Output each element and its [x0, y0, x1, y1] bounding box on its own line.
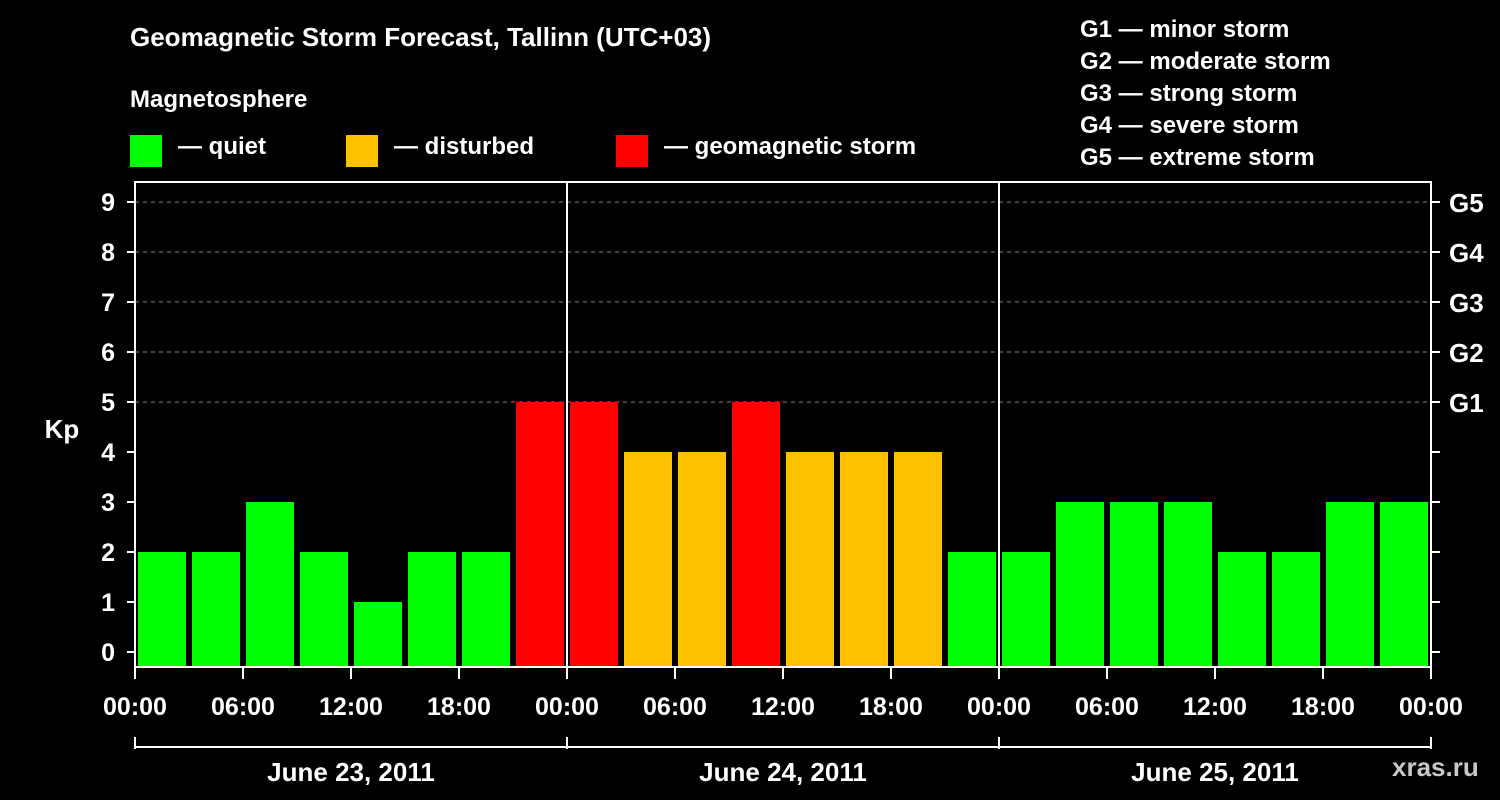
kp-bar [948, 552, 996, 667]
y-tick-label: 7 [101, 289, 115, 317]
y-tick-label: 8 [101, 239, 115, 267]
g-scale-item: G4 — severe storm [1080, 112, 1299, 139]
y-tick-label: 3 [101, 489, 115, 517]
kp-bar [1326, 502, 1374, 667]
x-tick-label: 12:00 [1183, 693, 1247, 721]
x-tick-label: 00:00 [967, 693, 1031, 721]
kp-bar [1164, 502, 1212, 667]
legend-label-disturbed: — disturbed [394, 133, 535, 160]
kp-bar [408, 552, 456, 667]
kp-bar [354, 602, 402, 667]
kp-bar [624, 452, 672, 667]
kp-bar [1380, 502, 1428, 667]
x-tick-label: 06:00 [211, 693, 275, 721]
legend-label-quiet: — quiet [178, 133, 266, 160]
kp-bar [246, 502, 294, 667]
kp-bar [1002, 552, 1050, 667]
day-label: June 25, 2011 [1131, 757, 1299, 787]
x-tick-label: 12:00 [751, 693, 815, 721]
legend-swatch-disturbed [346, 135, 378, 167]
kp-bar [1218, 552, 1266, 667]
legend-heading: Magnetosphere [130, 86, 308, 113]
kp-bar [786, 452, 834, 667]
g-scale-item: G3 — strong storm [1080, 80, 1298, 107]
x-tick-label: 00:00 [103, 693, 167, 721]
legend-swatch-quiet [130, 135, 162, 167]
g-level-label: G1 [1449, 388, 1484, 418]
x-tick-label: 18:00 [427, 693, 491, 721]
kp-bar [516, 402, 564, 667]
kp-bar [300, 552, 348, 667]
day-label: June 24, 2011 [699, 757, 867, 787]
x-tick-label: 00:00 [535, 693, 599, 721]
kp-bar [732, 402, 780, 667]
kp-bar [138, 552, 186, 667]
kp-bar [1056, 502, 1104, 667]
kp-bar [1110, 502, 1158, 667]
legend-label-storm: — geomagnetic storm [664, 133, 917, 160]
y-tick-label: 6 [101, 339, 115, 367]
kp-bar [894, 452, 942, 667]
x-tick-label: 18:00 [1291, 693, 1355, 721]
y-tick-label: 1 [101, 589, 115, 617]
x-tick-label: 00:00 [1399, 693, 1463, 721]
y-tick-label: 4 [101, 439, 115, 467]
x-tick-label: 06:00 [1075, 693, 1139, 721]
x-tick-label: 06:00 [643, 693, 707, 721]
kp-bar [1272, 552, 1320, 667]
kp-bar [192, 552, 240, 667]
y-tick-label: 2 [101, 539, 115, 567]
kp-bar [570, 402, 618, 667]
x-tick-label: 18:00 [859, 693, 923, 721]
watermark: xras.ru [1392, 752, 1479, 782]
g-scale-item: G2 — moderate storm [1080, 48, 1331, 75]
y-axis-label: Kp [45, 414, 80, 444]
g-scale-item: G1 — minor storm [1080, 16, 1290, 43]
g-level-label: G3 [1449, 288, 1484, 318]
y-tick-label: 5 [101, 389, 115, 417]
y-tick-label: 9 [101, 189, 115, 217]
g-scale-legend: G1 — minor storm G2 — moderate storm G3 … [1080, 14, 1331, 174]
g-scale-item: G5 — extreme storm [1080, 144, 1315, 171]
x-tick-label: 12:00 [319, 693, 383, 721]
legend-swatch-storm [616, 135, 648, 167]
kp-bar [678, 452, 726, 667]
y-tick-label: 0 [101, 639, 115, 667]
kp-bar [840, 452, 888, 667]
g-level-label: G2 [1449, 338, 1484, 368]
chart-title: Geomagnetic Storm Forecast, Tallinn (UTC… [130, 22, 712, 52]
g-level-label: G4 [1449, 238, 1484, 268]
day-label: June 23, 2011 [267, 757, 435, 787]
kp-bar [462, 552, 510, 667]
g-level-label: G5 [1449, 188, 1484, 218]
